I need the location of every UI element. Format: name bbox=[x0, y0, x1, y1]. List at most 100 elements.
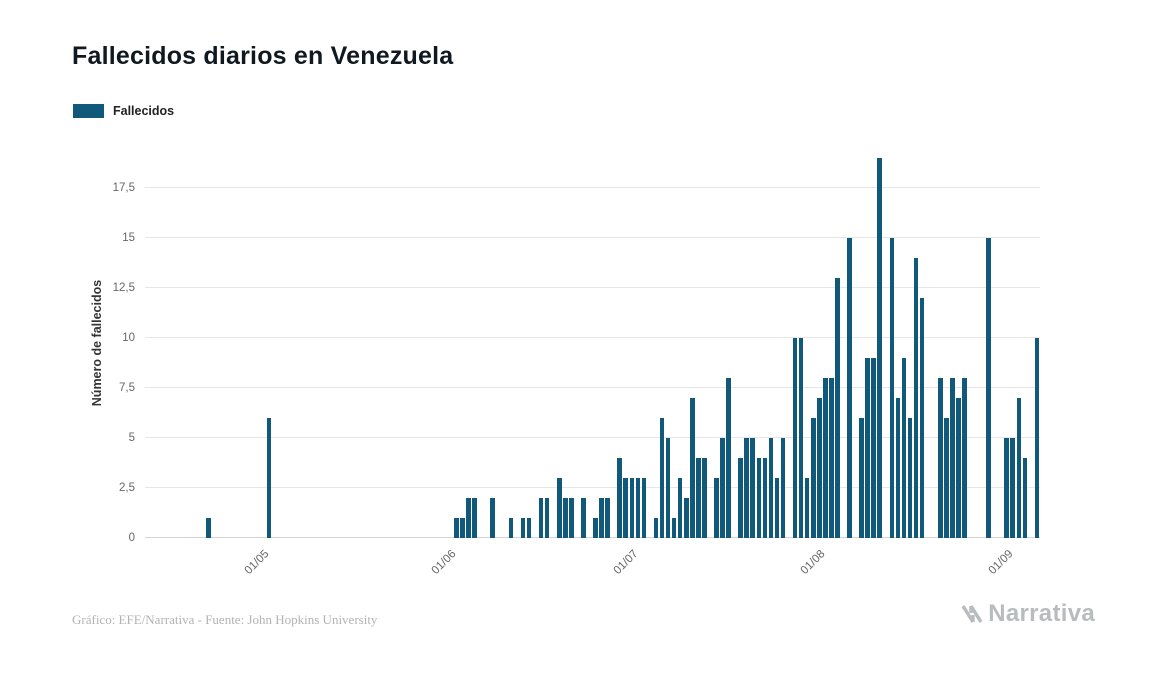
bar-29/07[interactable] bbox=[798, 338, 804, 538]
bar-14/06[interactable] bbox=[526, 518, 532, 538]
bar-06/09[interactable] bbox=[1034, 338, 1040, 538]
bar-02/09[interactable] bbox=[1010, 438, 1016, 538]
bar-11/08[interactable] bbox=[877, 158, 883, 538]
bar-25/07[interactable] bbox=[774, 478, 780, 538]
bar-09/07[interactable] bbox=[677, 478, 683, 538]
narrativa-logo-icon bbox=[961, 605, 983, 623]
bar-08/08[interactable] bbox=[859, 418, 864, 538]
y-tick-label: 5 bbox=[128, 432, 135, 444]
bar-31/07[interactable] bbox=[810, 418, 816, 538]
bar-03/09[interactable] bbox=[1016, 398, 1022, 538]
y-tick-label: 0 bbox=[128, 532, 135, 544]
bar-06/08[interactable] bbox=[847, 238, 852, 538]
x-axis-labels: 01/05 01/06 01/07 01/08 01/09 bbox=[145, 546, 1040, 596]
y-tick-label: 7,5 bbox=[119, 382, 135, 394]
bar-03/08[interactable] bbox=[829, 378, 834, 538]
bar-27/06[interactable] bbox=[605, 498, 610, 538]
bar-20/06[interactable] bbox=[562, 498, 568, 538]
bar-13/07[interactable] bbox=[702, 458, 707, 538]
bar-24/08[interactable] bbox=[956, 398, 961, 538]
bar-04/06[interactable] bbox=[466, 498, 471, 538]
bar-05/06[interactable] bbox=[472, 498, 477, 538]
bar-07/07[interactable] bbox=[665, 438, 671, 538]
bar-10/08[interactable] bbox=[871, 358, 876, 538]
bar-22/04[interactable] bbox=[206, 518, 211, 538]
bar-05/07[interactable] bbox=[653, 518, 659, 538]
bar-25/08[interactable] bbox=[962, 378, 967, 538]
bar-16/08[interactable] bbox=[907, 418, 913, 538]
bar-15/08[interactable] bbox=[901, 358, 907, 538]
bar-09/08[interactable] bbox=[865, 358, 870, 538]
bar-13/06[interactable] bbox=[520, 518, 526, 538]
y-tick-label: 10 bbox=[122, 332, 135, 344]
y-tick-label: 17,5 bbox=[112, 182, 135, 194]
x-tick-label: 01/09 bbox=[986, 548, 1016, 577]
bar-29/08[interactable] bbox=[986, 238, 991, 538]
chart-title: Fallecidos diarios en Venezuela bbox=[72, 42, 454, 70]
bar-24/07[interactable] bbox=[768, 438, 774, 538]
bar-23/06[interactable] bbox=[581, 498, 586, 538]
bar-22/07[interactable] bbox=[756, 458, 762, 538]
bar-11/06[interactable] bbox=[508, 518, 514, 538]
gridline bbox=[145, 487, 1040, 488]
bar-11/07[interactable] bbox=[689, 398, 695, 538]
bar-16/07[interactable] bbox=[720, 438, 725, 538]
source-credit: Gráfico: EFE/Narrativa - Fuente: John Ho… bbox=[72, 612, 378, 627]
legend-swatch bbox=[73, 104, 104, 118]
bar-19/07[interactable] bbox=[738, 458, 743, 538]
bar-10/07[interactable] bbox=[683, 498, 689, 538]
bar-30/06[interactable] bbox=[623, 478, 629, 538]
x-tick-label: 01/05 bbox=[242, 548, 272, 577]
bar-22/08[interactable] bbox=[943, 418, 949, 538]
bar-26/06[interactable] bbox=[599, 498, 604, 538]
gridline bbox=[145, 237, 1040, 238]
narrativa-logo-text: Narrativa bbox=[988, 600, 1095, 627]
bar-20/07[interactable] bbox=[744, 438, 749, 538]
bar-21/06[interactable] bbox=[569, 498, 574, 538]
bar-13/08[interactable] bbox=[889, 238, 895, 538]
legend-item-fallecidos[interactable]: Fallecidos bbox=[73, 104, 174, 118]
bar-08/06[interactable] bbox=[490, 498, 495, 538]
y-tick-label: 12,5 bbox=[112, 282, 135, 294]
bar-26/07[interactable] bbox=[780, 438, 786, 538]
bar-01/07[interactable] bbox=[629, 478, 635, 538]
bar-03/07[interactable] bbox=[641, 478, 647, 538]
bar-28/07[interactable] bbox=[792, 338, 798, 538]
gridline bbox=[145, 337, 1040, 338]
bar-04/08[interactable] bbox=[835, 278, 840, 538]
bar-17/06[interactable] bbox=[544, 498, 550, 538]
bar-18/08[interactable] bbox=[919, 298, 925, 538]
bar-02/06[interactable] bbox=[454, 518, 459, 538]
plot-area bbox=[145, 148, 1040, 538]
bar-02/08[interactable] bbox=[823, 378, 828, 538]
bar-02/05[interactable] bbox=[266, 418, 272, 538]
bar-15/07[interactable] bbox=[714, 478, 719, 538]
bar-12/07[interactable] bbox=[696, 458, 701, 538]
legend-label: Fallecidos bbox=[113, 104, 175, 118]
bar-23/07[interactable] bbox=[762, 458, 768, 538]
bar-06/07[interactable] bbox=[659, 418, 665, 538]
bar-16/06[interactable] bbox=[538, 498, 544, 538]
bar-08/07[interactable] bbox=[671, 518, 677, 538]
bar-21/07[interactable] bbox=[750, 438, 756, 538]
y-tick-label: 15 bbox=[122, 232, 135, 244]
bar-17/07[interactable] bbox=[726, 378, 731, 538]
narrativa-logo: Narrativa bbox=[959, 600, 1095, 628]
bar-23/08[interactable] bbox=[950, 378, 955, 538]
gridline bbox=[145, 287, 1040, 288]
gridline bbox=[145, 537, 1040, 538]
bar-01/09[interactable] bbox=[1004, 438, 1010, 538]
bar-21/08[interactable] bbox=[937, 378, 943, 538]
bar-04/09[interactable] bbox=[1022, 458, 1028, 538]
bar-29/06[interactable] bbox=[617, 458, 622, 538]
bar-30/07[interactable] bbox=[804, 478, 810, 538]
bar-17/08[interactable] bbox=[913, 258, 919, 538]
bar-01/08[interactable] bbox=[816, 398, 822, 538]
bar-02/07[interactable] bbox=[635, 478, 641, 538]
bar-03/06[interactable] bbox=[460, 518, 465, 538]
bar-14/08[interactable] bbox=[895, 398, 901, 538]
bar-19/06[interactable] bbox=[556, 478, 562, 538]
gridline bbox=[145, 387, 1040, 388]
bar-25/06[interactable] bbox=[593, 518, 598, 538]
y-axis-labels: 0 2,5 5 7,5 10 12,5 15 17,5 bbox=[60, 148, 135, 544]
